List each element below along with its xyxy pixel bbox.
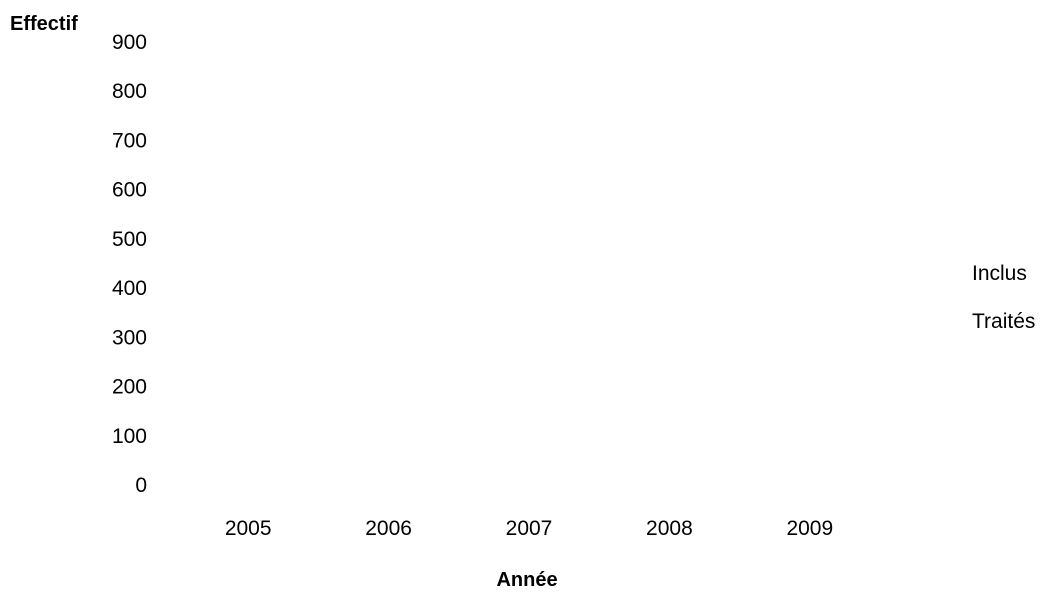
y-axis-ticks: 0 100 200 300 400 500 600 700 800 900 [112,31,147,497]
y-axis-title: Effectif [10,13,78,35]
x-tick-label: 2007 [506,517,553,540]
legend-label: Traités [972,310,1035,333]
x-axis-ticks: 2005 2006 2007 2008 2009 [225,517,833,540]
y-tick-label: 0 [135,474,147,497]
y-tick-label: 600 [112,179,147,202]
y-tick-label: 400 [112,277,147,300]
legend: Inclus Traités [972,262,1035,333]
y-tick-label: 100 [112,425,147,448]
y-tick-label: 200 [112,376,147,399]
x-axis-title: Année [496,569,557,591]
x-tick-label: 2006 [365,517,412,540]
y-tick-label: 700 [112,129,147,152]
x-tick-label: 2009 [786,517,833,540]
x-tick-label: 2005 [225,517,272,540]
y-tick-label: 900 [112,31,147,54]
x-tick-label: 2008 [646,517,693,540]
legend-label: Inclus [972,262,1027,285]
y-tick-label: 800 [112,80,147,103]
y-tick-label: 500 [112,228,147,251]
y-tick-label: 300 [112,326,147,349]
